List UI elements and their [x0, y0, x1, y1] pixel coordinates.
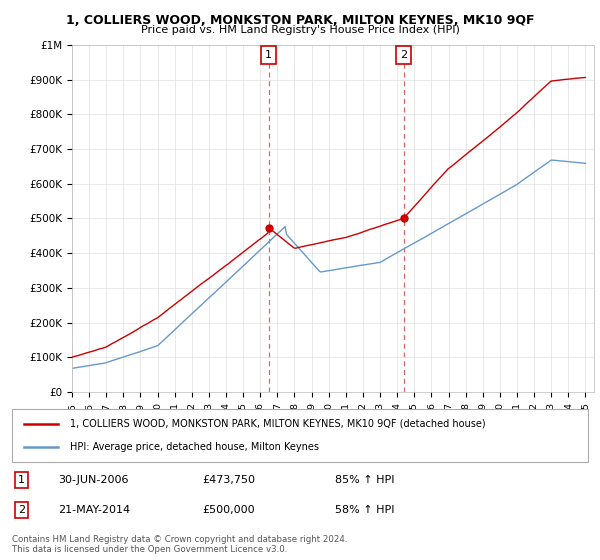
Text: Price paid vs. HM Land Registry's House Price Index (HPI): Price paid vs. HM Land Registry's House … — [140, 25, 460, 35]
Point — [264, 223, 274, 232]
Text: £473,750: £473,750 — [202, 475, 255, 485]
Text: 21-MAY-2014: 21-MAY-2014 — [58, 505, 130, 515]
Text: 58% ↑ HPI: 58% ↑ HPI — [335, 505, 394, 515]
Text: 2: 2 — [18, 505, 25, 515]
Text: 1, COLLIERS WOOD, MONKSTON PARK, MILTON KEYNES, MK10 9QF (detached house): 1, COLLIERS WOOD, MONKSTON PARK, MILTON … — [70, 419, 485, 429]
Point — [399, 214, 409, 223]
Text: 2: 2 — [400, 50, 407, 60]
Text: HPI: Average price, detached house, Milton Keynes: HPI: Average price, detached house, Milt… — [70, 442, 319, 452]
Text: 1, COLLIERS WOOD, MONKSTON PARK, MILTON KEYNES, MK10 9QF: 1, COLLIERS WOOD, MONKSTON PARK, MILTON … — [66, 14, 534, 27]
Text: 30-JUN-2006: 30-JUN-2006 — [58, 475, 128, 485]
FancyBboxPatch shape — [12, 409, 588, 462]
Text: 1: 1 — [265, 50, 272, 60]
Text: £500,000: £500,000 — [202, 505, 255, 515]
Text: Contains HM Land Registry data © Crown copyright and database right 2024.
This d: Contains HM Land Registry data © Crown c… — [12, 535, 347, 554]
Text: 85% ↑ HPI: 85% ↑ HPI — [335, 475, 394, 485]
Text: 1: 1 — [18, 475, 25, 485]
